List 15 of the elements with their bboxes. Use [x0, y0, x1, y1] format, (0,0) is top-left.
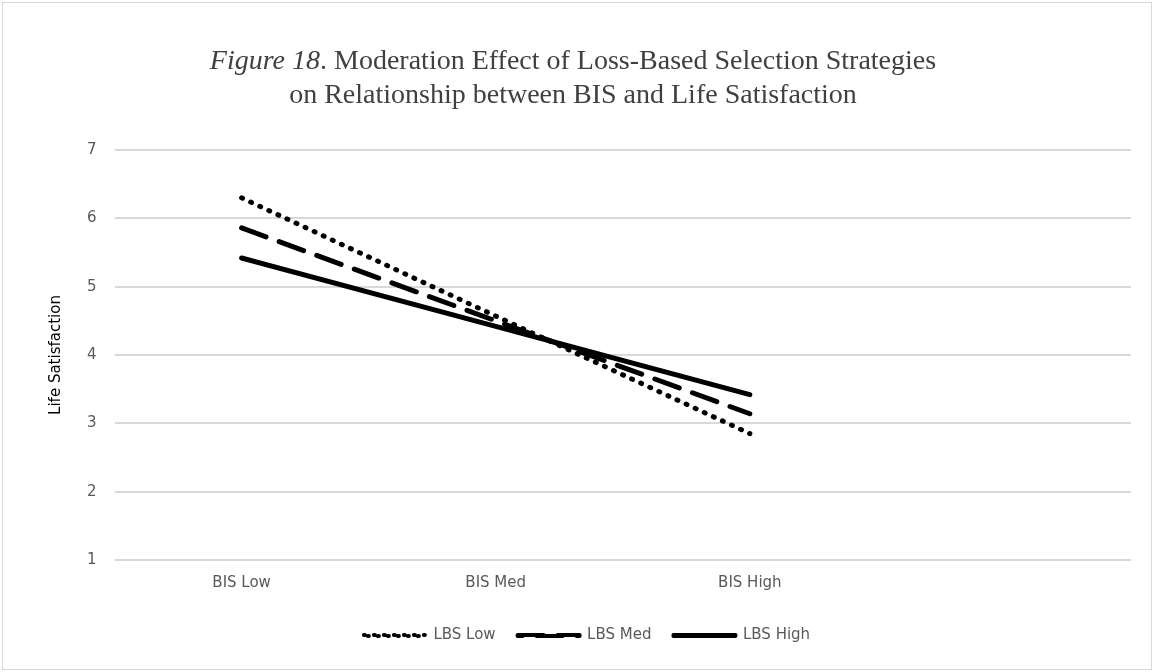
x-tick-label: BIS Low [212, 572, 271, 591]
y-tick-label: 2 [87, 481, 97, 500]
y-tick-label: 6 [87, 208, 97, 227]
y-tick-label: 3 [87, 413, 97, 432]
x-tick-label: BIS High [718, 572, 782, 591]
y-tick-label: 5 [87, 276, 97, 295]
y-axis-title: Life Satisfaction [45, 295, 64, 415]
legend-label: LBS Low [433, 625, 496, 644]
x-tick-label: BIS Med [465, 572, 527, 591]
legend-label: LBS High [742, 625, 811, 644]
y-tick-label: 1 [87, 549, 97, 568]
chart-title: Figure 18. Moderation Effect of Loss-Based Selection Strategies on Relationship between BIS and Life Satisfaction [208, 43, 938, 111]
legend-label: LBS Med [587, 625, 652, 644]
y-tick-label: 4 [87, 344, 97, 363]
y-tick-label: 7 [87, 139, 97, 158]
